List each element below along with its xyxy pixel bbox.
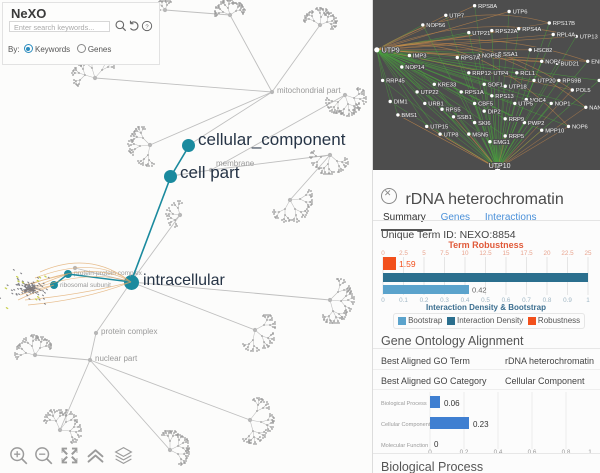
svg-text:BMS1: BMS1: [401, 113, 417, 119]
svg-text:RPS9B: RPS9B: [562, 79, 581, 85]
svg-text:RPS5: RPS5: [446, 107, 461, 113]
svg-text:RPS1A: RPS1A: [465, 90, 484, 96]
svg-text:SOF1: SOF1: [488, 83, 503, 89]
svg-text:Molecular Function: Molecular Function: [381, 443, 428, 449]
svg-text:RPS4A: RPS4A: [522, 27, 541, 33]
svg-text:NOP6: NOP6: [572, 125, 588, 131]
svg-text:0.06: 0.06: [444, 399, 460, 408]
svg-text:2.5: 2.5: [399, 250, 408, 257]
svg-text:SKI6: SKI6: [478, 121, 491, 127]
svg-text:0: 0: [381, 250, 385, 257]
svg-text:0.42: 0.42: [472, 286, 487, 295]
svg-text:RPS17B: RPS17B: [553, 21, 575, 27]
svg-text:UTP18: UTP18: [509, 84, 527, 90]
svg-text:MPP10: MPP10: [545, 128, 564, 134]
svg-text:7.5: 7.5: [440, 250, 449, 257]
svg-text:RCL1: RCL1: [520, 71, 535, 77]
svg-text:IMP3: IMP3: [413, 54, 427, 60]
svg-text:DIP2: DIP2: [488, 109, 501, 115]
svg-text:17.5: 17.5: [520, 250, 533, 257]
svg-text:NOP14: NOP14: [405, 65, 425, 71]
svg-text:PWP2: PWP2: [528, 121, 544, 127]
svg-text:SSA1: SSA1: [503, 52, 518, 58]
svg-text:ENP1: ENP1: [591, 60, 600, 66]
svg-text:0.23: 0.23: [473, 420, 489, 429]
svg-text:UTP7: UTP7: [449, 14, 464, 20]
svg-text:DIM1: DIM1: [394, 100, 408, 106]
svg-text:CBF5: CBF5: [478, 102, 493, 108]
svg-text:20: 20: [543, 250, 551, 257]
svg-text:22.5: 22.5: [561, 250, 574, 257]
svg-text:UTP6: UTP6: [513, 10, 528, 16]
svg-text:RPS7A: RPS7A: [461, 56, 480, 62]
svg-text:SSB1: SSB1: [457, 115, 472, 121]
svg-text:URB1: URB1: [428, 102, 443, 108]
svg-text:EMG1: EMG1: [493, 140, 509, 146]
svg-text:UTP20: UTP20: [538, 79, 556, 85]
svg-text:HSC82: HSC82: [534, 48, 553, 54]
svg-text:?: ?: [145, 25, 149, 31]
svg-text:UTP9: UTP9: [382, 47, 400, 54]
svg-text:NOP1: NOP1: [555, 102, 571, 108]
svg-text:UTP21: UTP21: [472, 31, 490, 37]
svg-text:25: 25: [584, 250, 592, 257]
svg-text:UTP4: UTP4: [493, 71, 509, 77]
svg-text:RPL4A: RPL4A: [557, 33, 576, 39]
svg-text:UTP22: UTP22: [421, 90, 439, 96]
svg-text:UTP5: UTP5: [518, 102, 533, 108]
svg-text:RRP12: RRP12: [472, 71, 491, 77]
svg-text:RRP9: RRP9: [509, 117, 524, 123]
svg-text:RPS22A: RPS22A: [495, 29, 517, 35]
svg-text:RPS13: RPS13: [495, 94, 513, 100]
svg-text:0: 0: [434, 440, 439, 449]
svg-text:5: 5: [422, 250, 426, 257]
svg-text:POL5: POL5: [576, 88, 591, 94]
svg-text:Cellular Component: Cellular Component: [381, 422, 431, 428]
svg-text:NOP58: NOP58: [482, 54, 501, 60]
svg-text:Biological Process: Biological Process: [381, 401, 427, 407]
svg-text:UTP13: UTP13: [580, 35, 598, 41]
svg-text:1.59: 1.59: [399, 259, 416, 269]
svg-text:NOP56: NOP56: [426, 23, 445, 29]
svg-text:NAN1: NAN1: [589, 106, 600, 112]
svg-text:UTP10: UTP10: [489, 163, 511, 170]
svg-text:10: 10: [461, 250, 469, 257]
svg-text:RPS8A: RPS8A: [478, 4, 497, 10]
svg-text:NOP4: NOP4: [545, 60, 562, 66]
svg-text:RRP5: RRP5: [509, 134, 524, 140]
svg-text:UTP15: UTP15: [430, 125, 448, 131]
svg-text:12.5: 12.5: [479, 250, 492, 257]
svg-text:15: 15: [502, 250, 510, 257]
svg-text:KRE33: KRE33: [438, 83, 456, 89]
svg-text:UTP8: UTP8: [444, 132, 459, 138]
svg-text:BUD21: BUD21: [561, 61, 580, 67]
svg-text:RRP45: RRP45: [386, 79, 405, 85]
svg-text:MSN5: MSN5: [472, 132, 488, 138]
